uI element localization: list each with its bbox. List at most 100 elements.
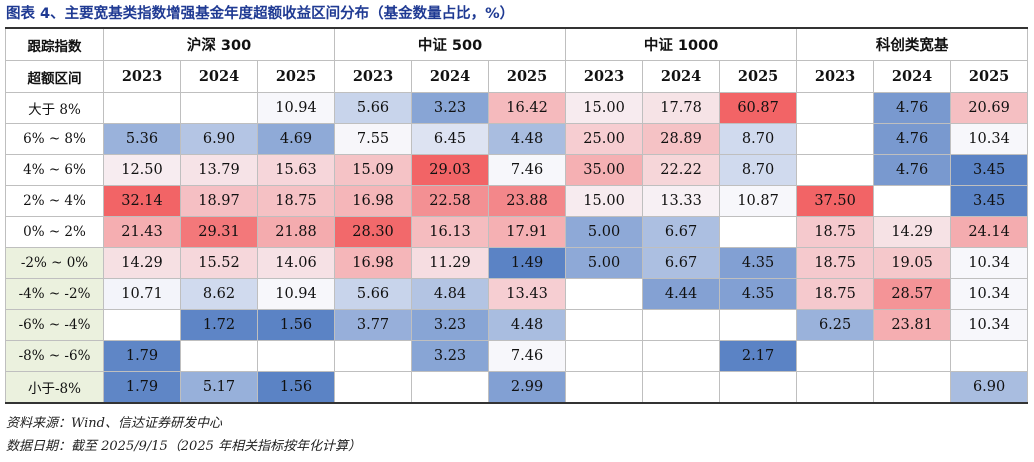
table-cell: 22.58 <box>411 185 490 217</box>
table-cell: 28.89 <box>642 123 721 155</box>
table-cell: 6.67 <box>642 216 721 248</box>
table-cell: 4.76 <box>873 123 952 155</box>
table-cell: 35.00 <box>565 154 644 186</box>
year-header: 2025 <box>488 60 567 93</box>
table-cell: 21.43 <box>103 216 181 248</box>
year-header: 2025 <box>719 60 798 93</box>
table-cell <box>565 371 644 404</box>
table-cell: 6.90 <box>180 123 258 155</box>
table-cell: 15.09 <box>334 154 413 186</box>
table-cell: 13.43 <box>488 278 567 310</box>
table-cell: 1.56 <box>256 371 336 404</box>
table-title: 图表 4、主要宽基类指数增强基金年度超额收益区间分布（基金数量占比，%） <box>6 6 515 22</box>
table-cell: 5.00 <box>565 216 644 248</box>
table-cell: 10.34 <box>950 247 1029 279</box>
table-cell: 17.78 <box>642 92 721 124</box>
table-cell <box>719 216 798 248</box>
table-cell: 4.76 <box>873 154 952 186</box>
year-header: 2023 <box>103 60 181 93</box>
table-cell: 4.35 <box>719 278 798 310</box>
table-cell: 4.84 <box>411 278 490 310</box>
table-cell: 16.98 <box>334 247 413 279</box>
table-row: 2% ~ 4% 32.14 18.97 18.75 16.98 22.58 23.88 15.… <box>5 185 1029 217</box>
table-cell: 3.45 <box>950 154 1029 186</box>
table-cell: 16.98 <box>334 185 413 217</box>
table-cell: 28.57 <box>873 278 952 310</box>
table-cell <box>796 92 875 124</box>
table-cell: 5.66 <box>334 278 413 310</box>
table-cell: 4.48 <box>488 309 567 341</box>
table-cell <box>565 309 644 341</box>
table-cell: 8.70 <box>719 154 798 186</box>
row-label: -6% ~ -4% <box>5 309 104 341</box>
table-cell: 15.63 <box>256 154 336 186</box>
table-cell: 11.29 <box>411 247 490 279</box>
row-label: 6% ~ 8% <box>5 123 104 155</box>
header-label-range: 超额区间 <box>5 60 104 93</box>
table-cell: 4.69 <box>256 123 336 155</box>
table-cell: 19.05 <box>873 247 952 279</box>
year-header: 2024 <box>642 60 721 93</box>
table-cell: 23.81 <box>873 309 952 341</box>
year-header: 2024 <box>873 60 952 93</box>
table-cell: 10.71 <box>103 278 181 310</box>
table-cell: 12.50 <box>103 154 181 186</box>
table-cell <box>873 185 952 217</box>
table-cell <box>796 154 875 186</box>
table-cell <box>642 309 721 341</box>
year-header: 2024 <box>180 60 258 93</box>
table-cell: 20.69 <box>950 92 1029 124</box>
group-header: 中证 1000 <box>565 27 798 61</box>
table-cell: 17.91 <box>488 216 567 248</box>
table-cell: 18.75 <box>796 247 875 279</box>
table-cell: 7.55 <box>334 123 413 155</box>
group-header: 科创类宽基 <box>796 27 1029 61</box>
row-label: 小于-8% <box>5 371 104 404</box>
table-cell <box>796 340 875 372</box>
year-header: 2024 <box>411 60 490 93</box>
row-label: 2% ~ 4% <box>5 185 104 217</box>
table-cell <box>411 371 490 404</box>
table-cell: 2.17 <box>719 340 798 372</box>
table-cell: 15.52 <box>180 247 258 279</box>
table-cell: 6.25 <box>796 309 875 341</box>
table-cell <box>103 92 181 124</box>
year-header: 2023 <box>334 60 413 93</box>
table-cell: 7.46 <box>488 340 567 372</box>
year-header: 2025 <box>950 60 1029 93</box>
row-label: -2% ~ 0% <box>5 247 104 279</box>
table-cell: 22.22 <box>642 154 721 186</box>
table-cell: 10.94 <box>256 92 336 124</box>
table-cell: 18.97 <box>180 185 258 217</box>
table-cell: 14.06 <box>256 247 336 279</box>
table-cell: 18.75 <box>256 185 336 217</box>
table-cell: 4.48 <box>488 123 567 155</box>
table-cell <box>719 309 798 341</box>
table-cell: 29.03 <box>411 154 490 186</box>
fund-distribution-table: 跟踪指数 沪深 300 中证 500 中证 1000 科创类宽基 超额区间 2023 2024… <box>5 27 1029 404</box>
table-cell: 32.14 <box>103 185 181 217</box>
table-cell: 14.29 <box>873 216 952 248</box>
table-cell <box>796 123 875 155</box>
table-row: -6% ~ -4% 1.72 1.56 3.77 3.23 4.48 6.25 23.81 10… <box>5 309 1029 341</box>
table-row: -4% ~ -2% 10.71 8.62 10.94 5.66 4.84 13.43 4.44… <box>5 278 1029 310</box>
group-header: 中证 500 <box>334 27 567 61</box>
table-cell <box>950 340 1029 372</box>
table-cell: 10.34 <box>950 123 1029 155</box>
table-cell: 3.77 <box>334 309 413 341</box>
table-row: 4% ~ 6% 12.50 13.79 15.63 15.09 29.03 7.46 35.0… <box>5 154 1029 186</box>
table-cell <box>719 371 798 404</box>
table-cell: 10.87 <box>719 185 798 217</box>
row-label: -4% ~ -2% <box>5 278 104 310</box>
source-note: 资料来源：Wind、信达证券研发中心 <box>6 416 222 431</box>
table-cell: 13.33 <box>642 185 721 217</box>
table-cell: 5.36 <box>103 123 181 155</box>
table-cell: 28.30 <box>334 216 413 248</box>
table-cell: 4.76 <box>873 92 952 124</box>
row-label: 大于 8% <box>5 92 104 124</box>
table-cell: 5.17 <box>180 371 258 404</box>
row-label: -8% ~ -6% <box>5 340 104 372</box>
table-row: -2% ~ 0% 14.29 15.52 14.06 16.98 11.29 1.49 5.0… <box>5 247 1029 279</box>
table-row: 大于 8% 10.94 5.66 3.23 16.42 15.00 17.78 60.87 4.… <box>5 92 1029 124</box>
table-cell: 18.75 <box>796 216 875 248</box>
